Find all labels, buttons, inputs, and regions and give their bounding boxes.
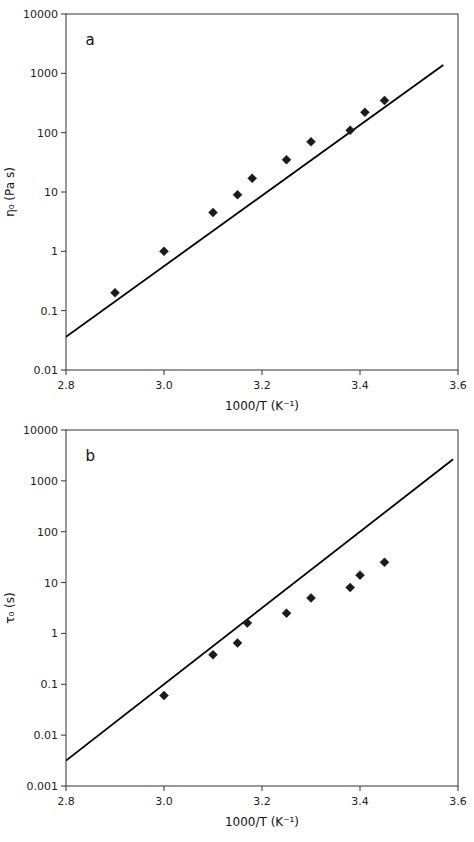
data-point [380,558,389,567]
y-tick [61,786,66,787]
y-axis-label: τ₀ (s) [3,592,17,623]
y-tick [61,633,66,634]
y-tick-label: 0.1 [41,305,59,318]
data-point [356,571,365,580]
fit-line [66,459,453,760]
plot-frame [66,14,458,370]
x-axis-label: 1000/T (K⁻¹) [225,399,299,413]
y-tick-label: 100 [37,127,58,140]
x-tick [66,370,67,375]
y-tick [61,132,66,133]
y-tick-label: 1000 [30,475,58,488]
data-point [248,174,257,183]
data-point [282,609,291,618]
x-tick-label: 3.4 [351,795,369,808]
x-tick-label: 3.0 [155,379,173,392]
y-tick [61,735,66,736]
y-tick [61,73,66,74]
y-tick-label: 10 [44,186,58,199]
y-axis-label: η₀ (Pa s) [3,167,17,217]
data-area [66,65,443,337]
y-tick-label: 100 [37,526,58,539]
x-tick [262,786,263,791]
data-point [209,650,218,659]
panel-label: a [86,31,95,49]
data-point [111,288,120,297]
y-tick-label: 1000 [30,67,58,80]
data-point [243,619,252,628]
panel: 2.8 3.0 3.2 3.4 3.6 0.01 0.1 1 10 100 1000 10000 100… [3,8,467,413]
plot-frame [66,430,458,786]
data-point [380,96,389,105]
x-tick [458,786,459,791]
x-tick [66,786,67,791]
x-tick-label: 3.6 [449,379,467,392]
data-point [209,208,218,217]
y-tick-label: 1 [51,627,58,640]
x-tick [360,370,361,375]
x-tick [458,370,459,375]
y-tick-label: 0.1 [41,678,59,691]
y-tick [61,310,66,311]
y-tick-label: 0.01 [34,364,59,377]
y-tick-label: 0.01 [34,729,59,742]
y-tick-label: 10000 [23,424,58,437]
data-point [282,155,291,164]
y-tick [61,684,66,685]
y-tick [61,14,66,15]
panel: 2.8 3.0 3.2 3.4 3.6 0.001 0.01 0.1 1 10 100 1000 100… [3,424,467,829]
y-tick [61,430,66,431]
x-tick [262,370,263,375]
x-axis-label: 1000/T (K⁻¹) [225,815,299,829]
y-tick [61,531,66,532]
data-point [233,638,242,647]
y-tick [61,370,66,371]
y-tick [61,480,66,481]
y-tick [61,251,66,252]
data-point [307,137,316,146]
x-tick [164,370,165,375]
data-point [160,247,169,256]
y-tick-label: 10000 [23,8,58,21]
x-tick-label: 2.8 [57,795,75,808]
y-tick-label: 10 [44,577,58,590]
data-point [307,593,316,602]
x-tick-label: 2.8 [57,379,75,392]
data-area [66,459,453,760]
x-tick-label: 3.0 [155,795,173,808]
data-point [346,583,355,592]
x-tick-label: 3.6 [449,795,467,808]
x-tick-label: 3.2 [253,379,271,392]
x-tick-label: 3.2 [253,795,271,808]
data-point [160,691,169,700]
data-point [360,108,369,117]
x-tick [360,786,361,791]
chart-root: 2.83.03.23.43.60.010.1110100100010000100… [0,0,474,842]
fit-line [66,65,443,337]
x-tick [164,786,165,791]
y-tick-label: 0.001 [27,780,59,793]
y-tick-label: 1 [51,245,58,258]
y-tick [61,192,66,193]
panel-label: b [86,447,96,465]
x-tick-label: 3.4 [351,379,369,392]
y-tick [61,582,66,583]
data-point [233,190,242,199]
data-point [346,126,355,135]
